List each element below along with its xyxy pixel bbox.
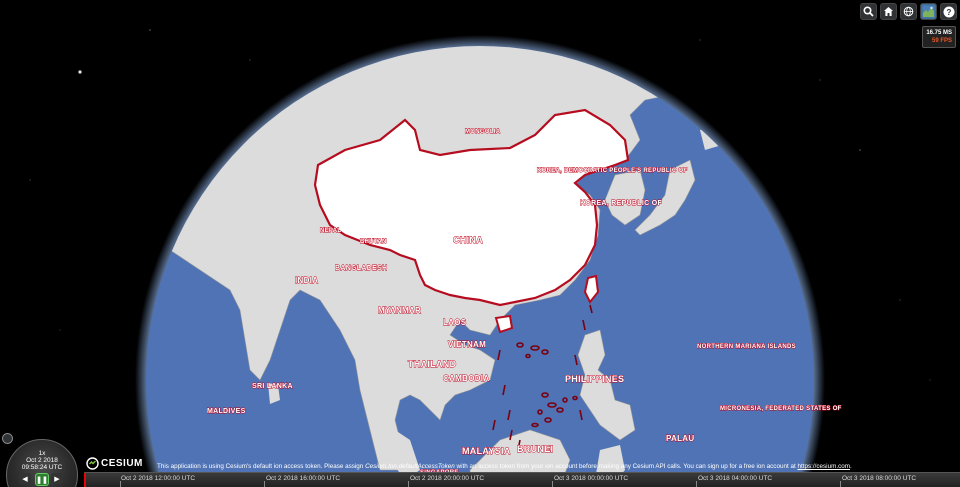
label-korea-north: KOREA, DEMOCRATIC PEOPLE'S REPUBLIC OF bbox=[537, 168, 687, 174]
play-forward-button[interactable]: ▶ bbox=[51, 473, 63, 484]
base-layer-picker-button[interactable] bbox=[920, 3, 937, 20]
animation-date: Oct 2 2018 bbox=[26, 457, 58, 464]
search-icon bbox=[863, 6, 874, 17]
animation-time: 09:58:24 UTC bbox=[21, 464, 63, 471]
play-reverse-button[interactable]: ◀ bbox=[19, 473, 31, 484]
timeline-tick-label: Oct 3 2018 00:00:00 UTC bbox=[554, 475, 629, 482]
label-brunei: BRUNEI bbox=[517, 444, 553, 454]
pause-icon: ❚❚ bbox=[36, 476, 48, 484]
taiwan-land bbox=[583, 274, 600, 304]
help-icon: ? bbox=[943, 6, 954, 17]
label-philippines: PHILIPPINES bbox=[565, 374, 624, 384]
hainan-land bbox=[494, 314, 514, 334]
cesium-logo-icon bbox=[86, 456, 99, 470]
imagery-layers-icon bbox=[922, 5, 935, 18]
timeline-tick bbox=[264, 481, 265, 487]
label-micronesia: MICRONESIA, FEDERATED STATES OF bbox=[720, 406, 842, 412]
performance-display: 16.75 MS 59 FPS bbox=[922, 26, 956, 48]
cesium-toolbar: ? bbox=[860, 3, 957, 20]
timeline-tick-label: Oct 3 2018 08:00:00 UTC bbox=[842, 475, 917, 482]
timeline-tick bbox=[696, 481, 697, 487]
geocoder-search-button[interactable] bbox=[860, 3, 877, 20]
label-vietnam: VIETNAM bbox=[448, 340, 486, 349]
island-outlines bbox=[492, 304, 593, 451]
label-maldives: MALDIVES bbox=[207, 408, 246, 415]
country-labels: CHINA MONGOLIA KOREA, DEMOCRATIC PEOPLE'… bbox=[207, 129, 842, 477]
pause-button[interactable]: ❚❚ bbox=[35, 473, 49, 486]
malay-land bbox=[390, 430, 420, 480]
label-northern-mariana: NORTHERN MARIANA ISLANDS bbox=[697, 344, 796, 350]
animation-speed: 1x bbox=[38, 450, 46, 457]
frame-ms: 16.75 MS bbox=[926, 30, 952, 36]
philippines-land bbox=[577, 329, 636, 441]
timeline[interactable]: Oct 2 2018 12:00:00 UTC Oct 2 2018 16:00… bbox=[84, 472, 960, 487]
label-india: INDIA bbox=[295, 276, 318, 285]
label-bhutan: BHUTAN bbox=[360, 239, 387, 245]
cesium-logo-text: CESIUM bbox=[101, 457, 143, 469]
timeline-tick-label: Oct 2 2018 16:00:00 UTC bbox=[266, 475, 341, 482]
label-korea-south: KOREA, REPUBLIC OF bbox=[580, 200, 662, 207]
scene-mode-button[interactable] bbox=[900, 3, 917, 20]
starfield bbox=[29, 29, 931, 381]
label-china: CHINA bbox=[453, 235, 483, 245]
clock-icon[interactable] bbox=[2, 433, 13, 444]
play-icon: ▶ bbox=[54, 475, 60, 483]
globe-icon bbox=[903, 6, 914, 17]
animation-widget: 1x Oct 2 2018 09:58:24 UTC ◀ ❚❚ ▶ bbox=[0, 433, 84, 487]
label-bangladesh: BANGLADESH bbox=[335, 265, 387, 272]
help-button[interactable]: ? bbox=[940, 3, 957, 20]
frames-per-second: 59 FPS bbox=[931, 38, 952, 44]
label-myanmar: MYANMAR bbox=[378, 306, 421, 315]
japan-land bbox=[634, 159, 696, 236]
cesium-logo[interactable]: CESIUM bbox=[86, 456, 143, 470]
label-nepal: NEPAL bbox=[320, 228, 341, 234]
label-laos: LAOS bbox=[443, 318, 467, 327]
timeline-tick-label: Oct 3 2018 04:00:00 UTC bbox=[698, 475, 773, 482]
timeline-tick bbox=[408, 481, 409, 487]
label-cambodia: CAMBODIA bbox=[443, 374, 489, 383]
sri-lanka-land bbox=[268, 383, 280, 404]
home-button[interactable] bbox=[880, 3, 897, 20]
svg-text:?: ? bbox=[946, 8, 951, 17]
korea-land bbox=[604, 169, 646, 226]
china-highlight[interactable] bbox=[313, 108, 630, 307]
timeline-tick bbox=[840, 481, 841, 487]
label-palau: PALAU bbox=[666, 434, 694, 443]
label-malaysia: MALAYSIA bbox=[462, 446, 511, 456]
timeline-tick bbox=[552, 481, 553, 487]
label-thailand: THAILAND bbox=[408, 359, 457, 369]
ion-token-notice: This application is using Cesium's defau… bbox=[157, 463, 852, 470]
timeline-needle[interactable] bbox=[84, 473, 86, 487]
label-mongolia: MONGOLIA bbox=[465, 129, 501, 135]
label-sri-lanka: SRI LANKA bbox=[252, 383, 293, 390]
timeline-tick bbox=[120, 481, 121, 487]
credit-container: CESIUM bbox=[86, 456, 143, 470]
timeline-tick-label: Oct 2 2018 20:00:00 UTC bbox=[410, 475, 485, 482]
timeline-tick-label: Oct 2 2018 12:00:00 UTC bbox=[121, 475, 196, 482]
reverse-icon: ◀ bbox=[22, 475, 28, 483]
cesium-link[interactable]: https://cesium.com bbox=[797, 463, 850, 470]
home-icon bbox=[884, 7, 893, 16]
